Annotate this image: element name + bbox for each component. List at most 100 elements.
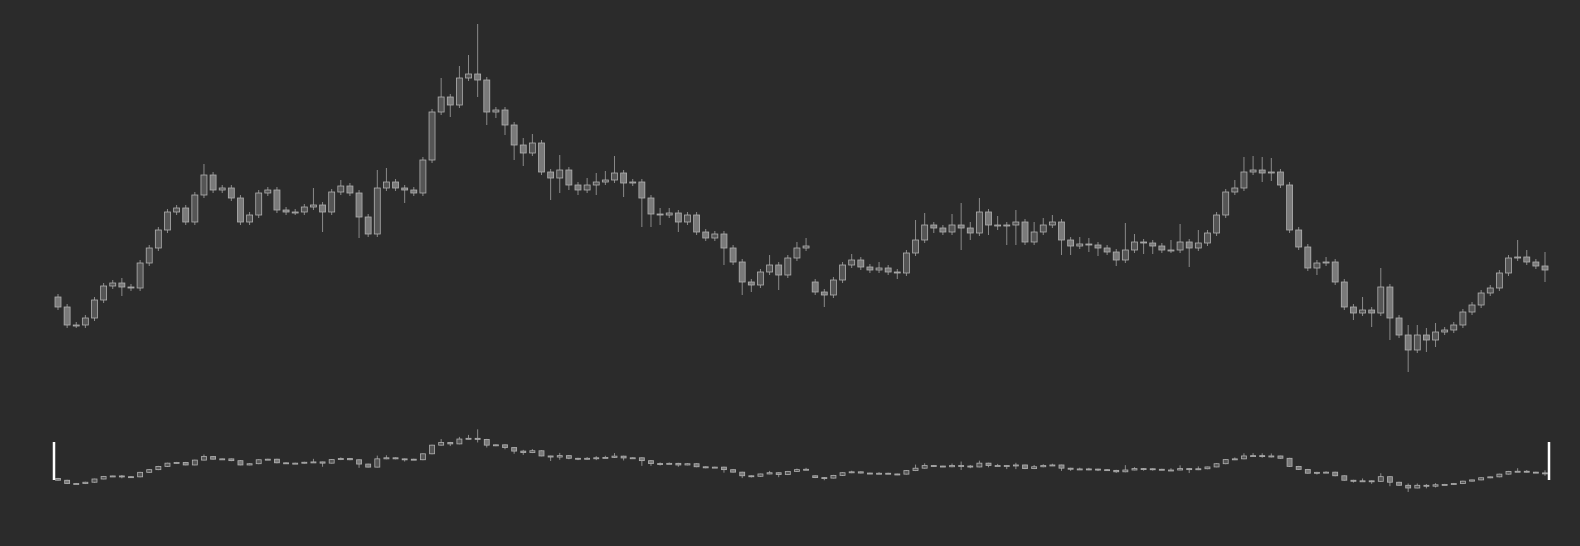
navigator-candle-body	[374, 458, 381, 468]
candle-body	[1359, 309, 1366, 314]
candle-body	[1295, 229, 1303, 248]
candle-body	[1131, 241, 1138, 251]
navigator-candle-body	[1396, 481, 1402, 486]
navigator-candle-body	[1204, 466, 1211, 470]
navigator-candle-body	[885, 472, 892, 475]
navigator-candle-body	[565, 455, 572, 459]
candle-body	[1003, 224, 1011, 227]
navigator-candle-body	[876, 472, 882, 475]
candle-body	[1258, 169, 1266, 174]
navigator-candle-body	[1268, 455, 1275, 458]
candle-body	[1505, 257, 1512, 274]
candle-body	[1194, 242, 1202, 249]
navigator-candle-body	[337, 458, 344, 460]
navigator-candle-body	[392, 457, 399, 460]
candle-body	[601, 179, 609, 183]
candle-body	[337, 185, 345, 193]
candle-body	[629, 181, 637, 184]
navigator-candle-body	[1341, 475, 1348, 481]
navigator-candle-body	[1514, 470, 1521, 473]
candle-body	[501, 109, 509, 126]
navigator-candle-body	[283, 462, 289, 465]
candle-body	[191, 194, 199, 223]
candle-body	[237, 197, 244, 223]
candle-body	[1249, 169, 1257, 173]
navigator-candle-body	[985, 462, 992, 466]
candle-body	[1277, 171, 1284, 186]
candle-body	[1204, 232, 1211, 244]
navigator-candle-body	[830, 474, 837, 479]
navigator-candle-body	[1250, 455, 1256, 458]
candle-body	[1094, 244, 1102, 249]
navigator-candle-body	[1003, 465, 1010, 467]
navigator-candle-body	[1158, 468, 1165, 471]
navigator-candle-body	[1177, 468, 1183, 471]
candle-body	[1395, 317, 1403, 336]
navigator-candle-body	[930, 465, 937, 467]
navigator-candle-body	[219, 458, 226, 461]
candle-body	[1076, 243, 1084, 247]
candle-body	[547, 171, 555, 179]
navigator-candle-body	[182, 462, 189, 466]
candle-body	[693, 214, 700, 233]
navigator-candle-body	[1505, 471, 1512, 475]
candle-body	[638, 181, 646, 199]
navigator-candle-body	[410, 458, 417, 461]
navigator-candle-body	[1542, 472, 1548, 475]
navigator-candle-body	[1241, 455, 1247, 460]
navigator-candle-body	[502, 444, 508, 448]
navigator-candle-body	[401, 458, 408, 461]
candle-body	[1085, 243, 1093, 246]
candle-body	[474, 73, 482, 81]
candle-body	[747, 281, 755, 286]
navigator-candle-body	[675, 462, 682, 466]
navigator-candle-body	[128, 476, 134, 479]
candle-body	[857, 259, 865, 268]
navigator-candle-body	[593, 457, 600, 460]
candle-body	[1012, 221, 1020, 226]
navigator-candle-body	[447, 442, 454, 445]
candle-body	[145, 247, 153, 264]
navigator-candle-body	[602, 456, 609, 459]
navigator-candle-body	[1377, 476, 1384, 482]
candle-body	[1386, 286, 1394, 319]
candle-body	[1176, 241, 1184, 251]
navigator-candle-body	[1532, 471, 1539, 474]
navigator-candle-body	[1231, 458, 1238, 461]
navigator-candle-body	[958, 465, 965, 467]
candle-body	[656, 213, 664, 216]
candle-body	[410, 189, 418, 194]
candle-body	[1213, 214, 1220, 234]
candle-body	[1149, 242, 1157, 247]
candle-body	[930, 224, 938, 229]
navigator-candle-body	[1496, 473, 1503, 478]
navigator-candle-body	[748, 475, 755, 478]
navigator-candle-body	[155, 465, 162, 471]
candle-body	[903, 252, 910, 274]
candle-body	[620, 172, 628, 184]
candle-body	[1523, 256, 1531, 263]
navigator-candle-body	[1085, 468, 1092, 471]
candle-body	[766, 264, 773, 273]
candle-body	[875, 267, 883, 271]
navigator-candle-body	[292, 462, 299, 465]
candle-body	[1021, 221, 1029, 243]
navigator-candle-body	[1295, 465, 1302, 470]
candle-body	[1495, 272, 1503, 289]
candle-body	[1140, 241, 1148, 244]
navigator-candle-body	[1031, 466, 1038, 469]
navigator-candle-body	[784, 471, 791, 475]
navigator-candle-body	[274, 458, 280, 464]
navigator-candle-body	[255, 459, 262, 465]
candle-body	[665, 212, 673, 216]
navigator-candle-body	[420, 453, 426, 461]
candle-body	[492, 109, 500, 113]
navigator-candle-body	[520, 450, 527, 453]
candle-body	[1413, 334, 1421, 351]
navigator-candle-body	[940, 465, 946, 468]
candle-body	[1158, 245, 1166, 251]
navigator-candle-body	[1314, 471, 1320, 474]
candle-body	[1423, 334, 1430, 341]
candle-body	[373, 187, 381, 235]
